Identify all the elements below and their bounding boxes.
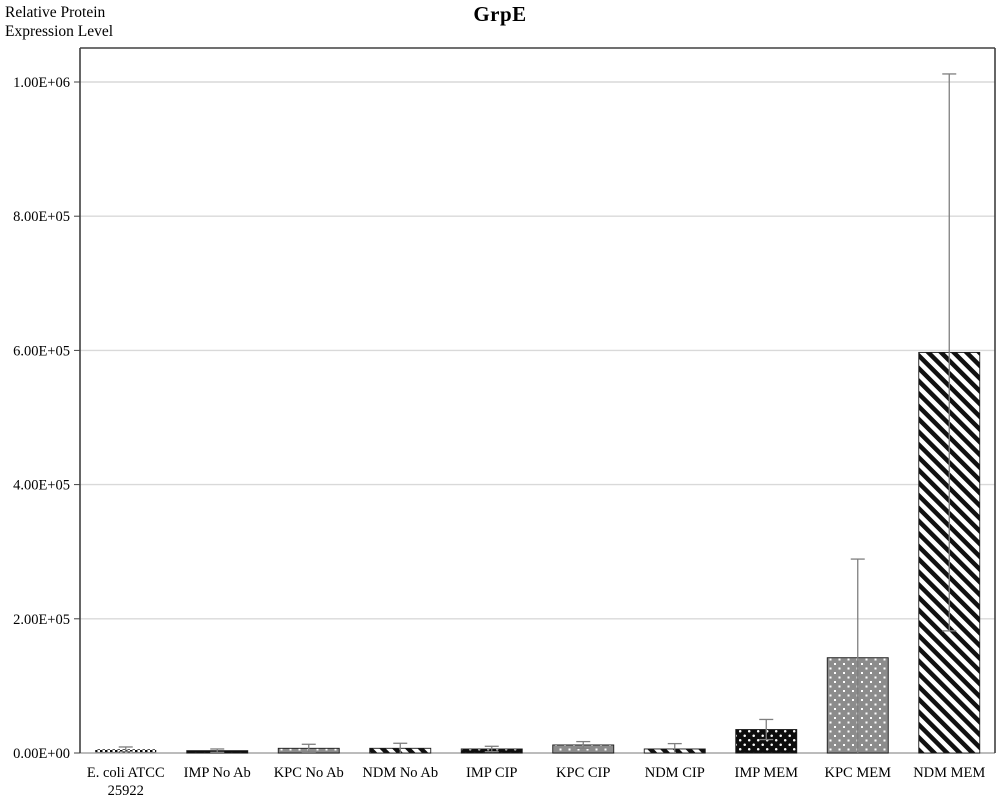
- chart-title: GrpE: [473, 2, 527, 26]
- x-category-label: IMP MEM: [734, 765, 798, 781]
- y-tick-label: 6.00E+05: [13, 343, 70, 359]
- y-axis-title: Relative Protein Expression Level: [5, 3, 113, 41]
- x-category-label: NDM No Ab: [362, 765, 438, 781]
- y-tick-label: 4.00E+05: [13, 478, 70, 494]
- x-category-label: NDM MEM: [913, 765, 985, 781]
- x-category-label: KPC No Ab: [274, 765, 344, 781]
- y-tick-label: 1.00E+06: [13, 75, 70, 91]
- y-tick-label: 2.00E+05: [13, 612, 70, 628]
- x-category-label: KPC CIP: [556, 765, 610, 781]
- x-category-label: 25922: [108, 783, 144, 799]
- y-tick-label: 8.00E+05: [13, 209, 70, 225]
- y-axis-title-line2: Expression Level: [5, 23, 114, 40]
- y-tick-label: 0.00E+00: [13, 746, 70, 762]
- x-category-label: E. coli ATCC: [87, 765, 165, 781]
- x-category-label: IMP CIP: [466, 765, 517, 781]
- x-category-label: NDM CIP: [645, 765, 705, 781]
- x-category-label: KPC MEM: [825, 765, 892, 781]
- y-axis-title-line1: Relative Protein: [5, 4, 106, 21]
- x-category-label: IMP No Ab: [184, 765, 251, 781]
